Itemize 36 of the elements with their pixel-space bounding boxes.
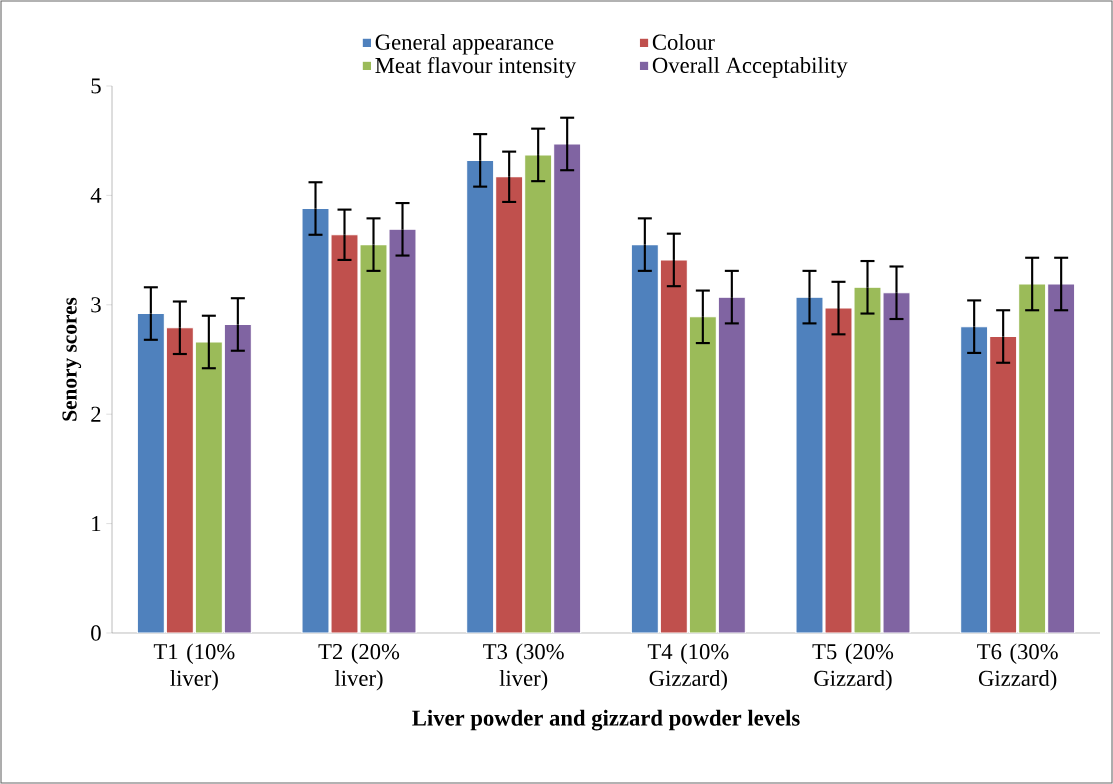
y-tick-label: 0: [91, 625, 101, 641]
bar: [165, 327, 194, 633]
bar: [882, 292, 911, 633]
bar: [989, 335, 1018, 633]
y-tick-label: 2: [91, 406, 101, 422]
x-tick-label: T2 (20% liver): [318, 643, 400, 691]
bar: [553, 143, 582, 633]
legend-label: Meat flavour intensity: [375, 56, 577, 78]
legend-label: General appearance: [375, 33, 554, 55]
bar: [330, 234, 359, 633]
x-tick-label: T4 (10% Gizzard): [647, 643, 729, 691]
bar: [795, 296, 824, 633]
x-tick-label: T5 (20% Gizzard): [812, 643, 894, 691]
x-axis-title: Liver powder and gizzard powder levels: [412, 709, 800, 731]
y-tick-label: 5: [91, 78, 101, 94]
y-tick-label: 4: [90, 187, 102, 203]
legend-label: Colour: [652, 33, 715, 50]
x-tick-label: T1 (10% liver): [153, 643, 235, 691]
x-tick-label: T6 (30% Gizzard): [977, 643, 1058, 691]
bar: [659, 259, 688, 633]
x-tick-label: T3 (30% liver): [483, 643, 564, 691]
bar: [960, 326, 989, 633]
bar: [136, 313, 165, 633]
legend-label: Overall Acceptability: [652, 57, 848, 78]
bar: [301, 207, 330, 633]
bar: [824, 307, 853, 633]
bar: [630, 244, 659, 633]
bar: [223, 323, 252, 633]
bar: [466, 159, 495, 633]
bar: [717, 296, 746, 633]
y-axis-title: Senory scores: [62, 297, 82, 421]
bar: [388, 228, 417, 633]
bar: [1047, 283, 1076, 633]
y-tick-label: 3: [91, 297, 101, 313]
y-tick-label: 1: [92, 516, 101, 532]
bar: [495, 176, 524, 633]
